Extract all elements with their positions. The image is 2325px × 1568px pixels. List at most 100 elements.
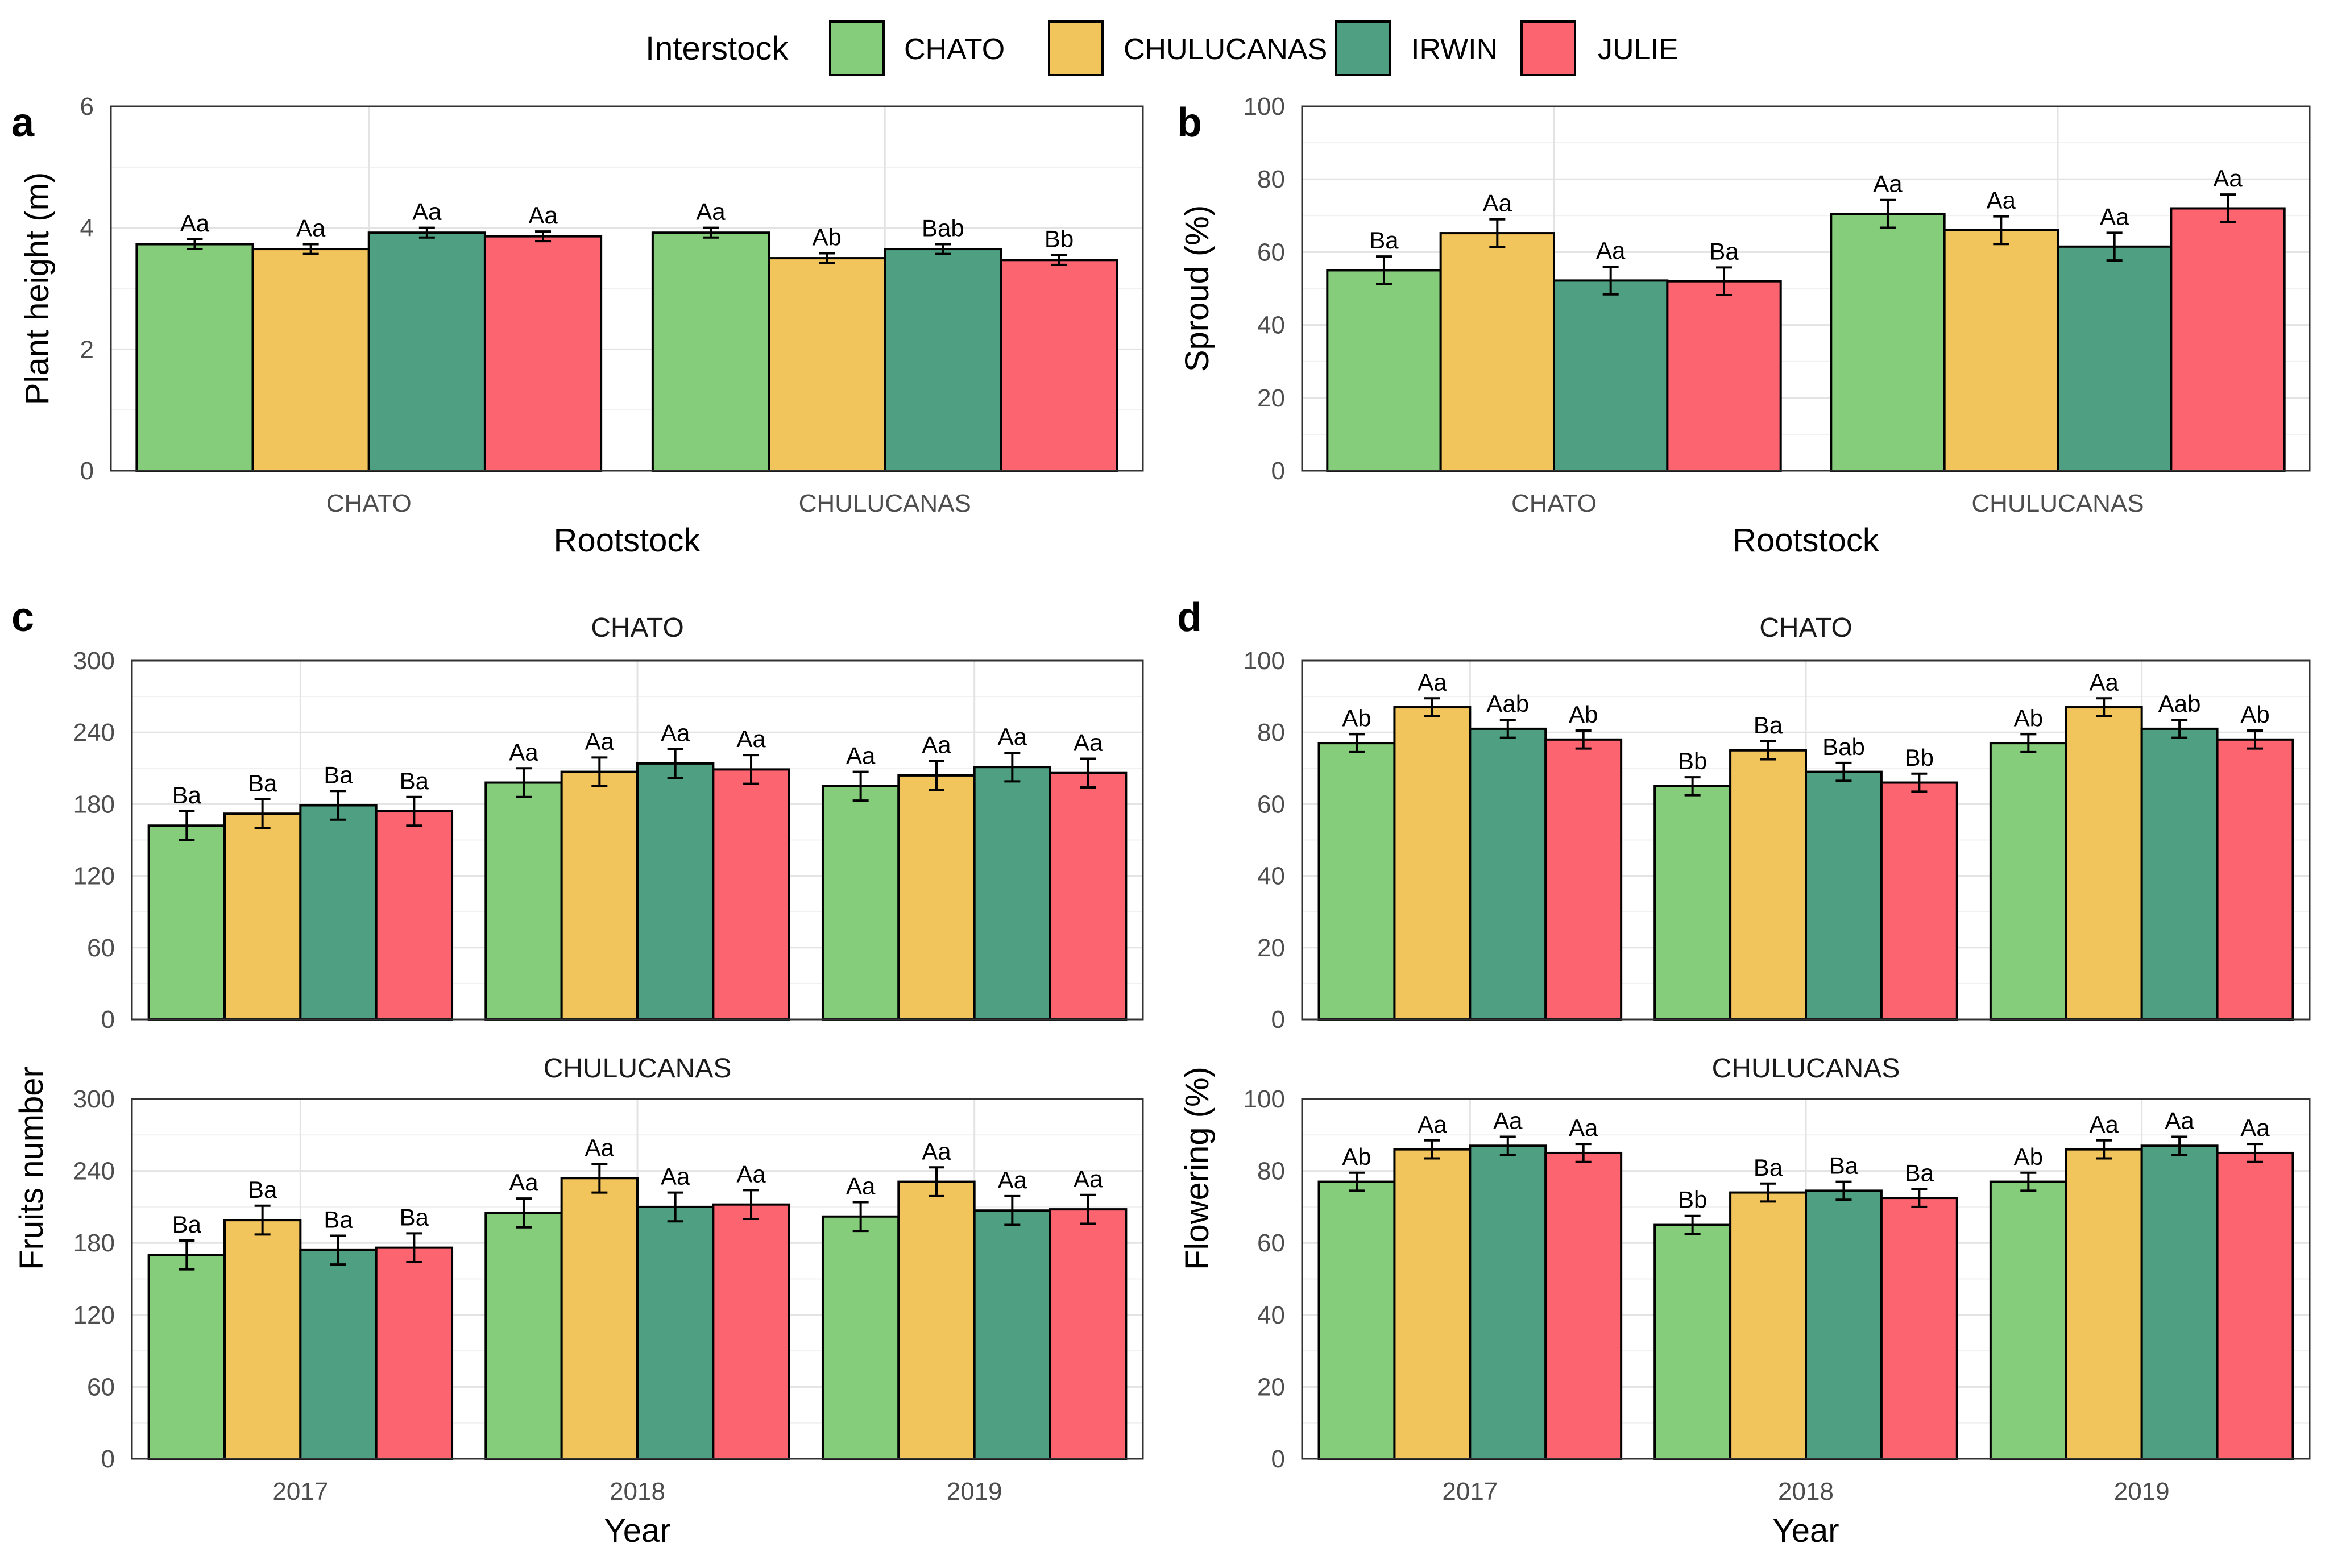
significance-label-chulucanas: Aa <box>296 215 326 242</box>
bar-julie-chato <box>1666 280 1782 472</box>
y-tick-label: 100 <box>1244 647 1285 675</box>
bar-chulucanas-2018 <box>560 770 639 1021</box>
y-tick-label: 4 <box>80 214 94 242</box>
legend-item-chato: CHATO <box>829 20 1005 76</box>
bar-chulucanas-2018 <box>1729 749 1808 1021</box>
y-tick-label: 0 <box>101 1006 115 1034</box>
y-axis-title: Plant height (m) <box>19 172 56 405</box>
significance-label-julie: Aa <box>1074 1165 1103 1192</box>
significance-label-julie: Ab <box>1569 701 1598 728</box>
bar-irwin-chulucanas <box>2057 245 2173 472</box>
legend-label-chato: CHATO <box>904 33 1005 66</box>
significance-label-chulucanas: Aa <box>922 1138 951 1164</box>
bar-chulucanas-chato <box>1439 232 1555 472</box>
x-tick-label: CHATO <box>1511 490 1597 517</box>
significance-label-chulucanas: Aa <box>2090 669 2119 695</box>
x-tick-label: 2017 <box>272 1478 328 1505</box>
significance-label-irwin: Bab <box>922 215 964 242</box>
bar-chulucanas-chato <box>251 248 370 472</box>
bar-julie-2019 <box>1049 771 1128 1021</box>
legend-swatch-julie <box>1520 20 1576 76</box>
bar-chato-2019 <box>821 1215 900 1461</box>
panel-letter: a <box>11 100 35 146</box>
bar-chato-2019 <box>1989 742 2067 1021</box>
y-tick-label: 40 <box>1257 312 1285 339</box>
significance-label-chulucanas: Ba <box>1754 1154 1783 1181</box>
bar-chato-2018 <box>484 781 563 1021</box>
significance-label-julie: Ab <box>2240 701 2269 728</box>
significance-label-chulucanas: Aa <box>585 1134 615 1161</box>
bar-irwin-2019 <box>2140 727 2219 1021</box>
legend-swatch-irwin <box>1335 20 1391 76</box>
bar-irwin-2017 <box>1469 1144 1547 1461</box>
significance-label-julie: Aa <box>1569 1114 1598 1141</box>
y-tick-label: 300 <box>73 1085 115 1113</box>
panel-d1: Ab Bb Ab Aa Ba Aa Aab Bab Aab Ab Bb Ab 0 20 40 60 80 100 F… <box>1177 595 2311 1270</box>
significance-label-chato: Aa <box>180 210 210 237</box>
bar-chulucanas-2019 <box>2065 706 2143 1021</box>
panel-border <box>131 1098 1144 1460</box>
y-tick-label: 240 <box>73 719 115 746</box>
y-tick-label: 80 <box>1257 165 1285 193</box>
bar-chato-2018 <box>484 1212 563 1460</box>
bar-chato-2018 <box>1653 785 1732 1021</box>
panel-a: Aa Aa Aa Ab Aa Bab Aa Bb 0 2 4 6 CHATO CHULUCANAS Root… <box>11 93 1144 559</box>
significance-label-julie: Bb <box>1905 744 1934 771</box>
y-tick-label: 300 <box>73 647 115 675</box>
y-tick-label: 100 <box>1244 93 1285 121</box>
y-tick-label: 180 <box>73 1229 115 1257</box>
panel-d2: Ab Bb Ab Aa Ba Aa Aa Ba Aa Aa Ba Aa 0 20 40 60 80 100 2017… <box>1244 1053 2311 1549</box>
bar-chato-2017 <box>1317 742 1396 1021</box>
x-tick-label: CHATO <box>326 490 412 517</box>
significance-label-julie: Aa <box>1074 729 1103 756</box>
x-axis-title: Rootstock <box>1733 522 1880 559</box>
significance-label-julie: Aa <box>736 1160 766 1187</box>
significance-label-chato: Aa <box>846 1172 876 1199</box>
bar-julie-2017 <box>375 1246 454 1460</box>
legend-item-julie: JULIE <box>1520 20 1679 76</box>
bar-chato-2019 <box>1989 1180 2067 1461</box>
y-tick-label: 60 <box>87 934 115 962</box>
significance-label-chato: Ab <box>1342 704 1371 731</box>
significance-label-chato: Aa <box>509 1169 538 1196</box>
legend-label-chulucanas: CHULUCANAS <box>1124 33 1327 66</box>
bar-julie-chulucanas <box>1000 259 1118 472</box>
bar-irwin-chato <box>1553 279 1669 472</box>
significance-label-chulucanas: Aa <box>585 728 615 754</box>
significance-label-irwin: Aa <box>2100 203 2129 230</box>
significance-label-chulucanas: Aa <box>922 732 951 758</box>
bar-irwin-2019 <box>973 766 1052 1021</box>
y-tick-label: 60 <box>1257 1229 1285 1257</box>
y-tick-label: 0 <box>1271 457 1285 485</box>
x-axis-title: Year <box>604 1512 670 1549</box>
significance-label-julie: Aa <box>736 725 766 752</box>
panel-letter: d <box>1177 595 1202 640</box>
bar-julie-2018 <box>1880 1197 1958 1460</box>
significance-label-irwin: Aa <box>1493 1107 1523 1134</box>
panel-border <box>1301 105 2311 472</box>
significance-label-julie: Aa <box>528 202 558 229</box>
significance-label-irwin: Aa <box>412 198 442 225</box>
panel-letter: c <box>11 595 34 640</box>
legend-title: Interstock <box>645 30 789 67</box>
significance-label-julie: Aa <box>2213 165 2243 192</box>
bar-irwin-chato <box>367 231 486 472</box>
significance-label-chato: Ab <box>1342 1143 1371 1170</box>
significance-label-chato: Aa <box>509 739 538 765</box>
panel-c2: Ba Aa Aa Ba Aa Aa Ba Aa Aa Ba Aa Aa 0 60 120 180 240 300 2… <box>73 1053 1144 1549</box>
bar-chulucanas-chulucanas <box>768 257 886 472</box>
legend-swatch-chulucanas <box>1048 20 1104 76</box>
x-tick-label: 2019 <box>2114 1478 2170 1505</box>
bar-irwin-2017 <box>299 1248 378 1461</box>
bar-chulucanas-2019 <box>897 1180 976 1461</box>
significance-label-julie: Aa <box>2240 1114 2270 1141</box>
significance-label-chulucanas: Aa <box>2090 1111 2119 1138</box>
bar-irwin-chulucanas <box>884 248 1002 472</box>
significance-label-julie: Ba <box>1709 238 1739 264</box>
bar-chulucanas-2019 <box>2065 1148 2143 1460</box>
bar-chulucanas-2017 <box>223 812 302 1021</box>
facet-strip-label: CHULUCANAS <box>1712 1053 1900 1084</box>
significance-label-julie: Ba <box>400 1204 429 1230</box>
